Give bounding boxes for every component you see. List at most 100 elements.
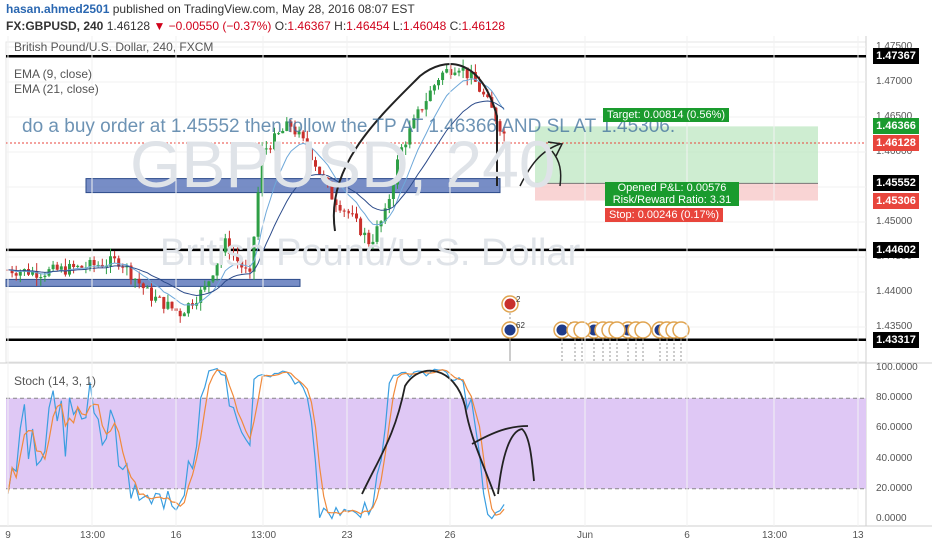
event-badge bbox=[672, 321, 690, 361]
profit-zone bbox=[535, 126, 818, 184]
candle-body bbox=[215, 263, 219, 276]
ohlc-header: FX:GBPUSD, 240 1.46128 ▼ −0.00550 (−0.37… bbox=[6, 19, 505, 33]
price-level-box: 1.46128 bbox=[873, 135, 919, 152]
price-level-box: 1.43317 bbox=[873, 331, 919, 348]
flag-icon bbox=[608, 321, 626, 339]
candle-body bbox=[170, 301, 174, 309]
event-badge bbox=[573, 321, 591, 361]
flag-icon bbox=[573, 321, 591, 339]
price-change: ▼ −0.00550 (−0.37%) bbox=[153, 19, 272, 33]
support-zone bbox=[5, 278, 301, 287]
candle-body bbox=[80, 265, 84, 268]
stoch-tick-label: 80.0000 bbox=[876, 392, 913, 404]
candle-body bbox=[334, 199, 338, 205]
risk-reward: Risk/Reward Ratio: 3.31 bbox=[612, 194, 732, 206]
candle-body bbox=[31, 270, 35, 275]
candle-body bbox=[424, 101, 428, 110]
flag-fill bbox=[504, 324, 516, 336]
candle-body bbox=[412, 118, 416, 129]
published-text: published on TradingView.com, May 28, 20… bbox=[112, 2, 415, 16]
drawn-stoch-arc bbox=[361, 369, 496, 497]
candle-body bbox=[469, 71, 473, 79]
candle-body bbox=[293, 126, 297, 135]
candle-body bbox=[318, 166, 322, 175]
candle-body bbox=[437, 80, 440, 86]
time-tick-label: 6 bbox=[684, 530, 690, 541]
candle-body bbox=[314, 160, 317, 167]
candle-body bbox=[63, 266, 67, 275]
stoch-tick-label: 60.0000 bbox=[876, 422, 913, 434]
event-count: 62 bbox=[516, 321, 525, 330]
candle-body bbox=[449, 69, 453, 75]
event-badge: 2 bbox=[501, 295, 521, 361]
event-count: 2 bbox=[516, 295, 521, 304]
candle-body bbox=[309, 149, 313, 161]
candle-body bbox=[301, 131, 305, 139]
candle-body bbox=[121, 266, 125, 268]
price-level-box: 1.47367 bbox=[873, 48, 919, 65]
open-label: O: bbox=[274, 19, 288, 33]
chart-canvas[interactable]: 26243133273 bbox=[0, 36, 932, 550]
trade-note[interactable]: do a buy order at 1.45552 then follow th… bbox=[22, 116, 676, 137]
candle-body bbox=[137, 278, 141, 284]
candle-body bbox=[461, 67, 465, 71]
price-tick-label: 1.46500 bbox=[876, 111, 913, 122]
candle-body bbox=[473, 71, 477, 82]
candle-body bbox=[281, 130, 285, 134]
candle-body bbox=[117, 258, 121, 267]
candle-body bbox=[482, 91, 486, 95]
candle-body bbox=[150, 287, 153, 301]
price-level-box: 1.45552 bbox=[873, 175, 919, 192]
high-label: H: bbox=[334, 19, 347, 33]
stoch-tick-label: 40.0000 bbox=[876, 452, 913, 464]
candle-body bbox=[387, 199, 391, 209]
candle-body bbox=[396, 159, 399, 185]
ema21-line bbox=[7, 100, 505, 297]
candle-body bbox=[457, 70, 461, 73]
flag-fill bbox=[556, 324, 568, 336]
candle-body bbox=[51, 264, 55, 270]
candle-body bbox=[465, 67, 469, 79]
low-label: L: bbox=[392, 19, 403, 33]
candle-body bbox=[72, 263, 76, 267]
candle-body bbox=[162, 296, 166, 309]
time-tick-label: 26 bbox=[444, 530, 456, 541]
candle-body bbox=[264, 148, 268, 150]
drawn-curve bbox=[551, 150, 562, 187]
chart-area[interactable]: 26243133273 GBPUSD, 240 British Pound/U.… bbox=[0, 36, 932, 550]
time-tick-label: 13:00 bbox=[762, 530, 788, 541]
candle-body bbox=[416, 109, 420, 119]
candle-body bbox=[158, 296, 162, 298]
time-tick-label: 23 bbox=[341, 530, 353, 541]
opened-pl: Opened P&L: 0.00576 bbox=[617, 182, 727, 194]
candle-body bbox=[219, 252, 223, 264]
candle-body bbox=[256, 192, 260, 237]
candle-body bbox=[39, 277, 43, 279]
ema9-legend[interactable]: EMA (9, close) bbox=[14, 67, 93, 81]
candle-body bbox=[363, 232, 367, 236]
price-tick-label: 1.43500 bbox=[876, 321, 913, 332]
candle-body bbox=[342, 210, 346, 212]
stoch-pane-title: Stoch (14, 3, 1) bbox=[14, 374, 97, 388]
flag-fill bbox=[504, 298, 516, 310]
candle-body bbox=[273, 133, 276, 150]
flag-icon bbox=[672, 321, 690, 339]
author-link[interactable]: hasan.ahmed2501 bbox=[6, 2, 110, 16]
symbol-label: FX:GBPUSD, 240 bbox=[6, 19, 104, 33]
time-tick-label: 13:00 bbox=[251, 530, 277, 541]
ema21-legend[interactable]: EMA (21, close) bbox=[14, 82, 99, 96]
candle-body bbox=[223, 238, 227, 253]
candle-body bbox=[14, 273, 18, 276]
candle-body bbox=[383, 208, 387, 222]
candle-body bbox=[297, 131, 301, 135]
candle-body bbox=[404, 144, 408, 148]
time-tick-label: 9 bbox=[5, 530, 11, 541]
candle-body bbox=[367, 232, 371, 245]
event-badge bbox=[608, 321, 626, 361]
price-tick-label: 1.47500 bbox=[876, 41, 913, 52]
candle-body bbox=[486, 94, 490, 98]
open-value: 1.46367 bbox=[287, 19, 331, 33]
time-tick-label: 13 bbox=[852, 530, 864, 541]
stoch-band bbox=[6, 398, 866, 489]
candle-body bbox=[109, 256, 112, 266]
